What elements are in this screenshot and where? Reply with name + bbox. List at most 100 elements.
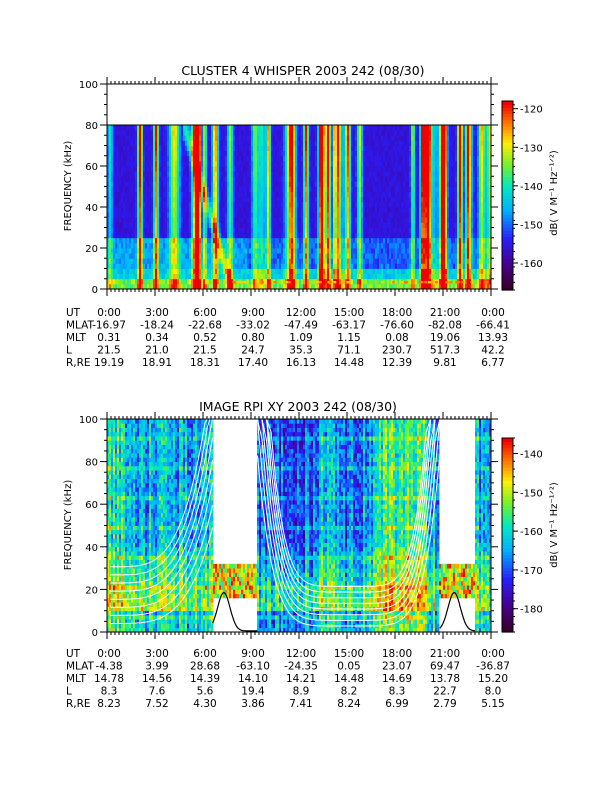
cluster-cell: [149, 191, 152, 198]
cluster-cell: [233, 181, 236, 187]
cluster-cell: [165, 140, 168, 146]
cluster-cell: [211, 258, 214, 264]
cluster-cell: [185, 150, 188, 157]
cluster-cell: [169, 207, 172, 213]
cluster-cell: [225, 258, 228, 264]
cluster-cell: [183, 155, 186, 162]
cluster-cell: [191, 207, 194, 213]
cluster-cell: [139, 268, 142, 275]
cluster-cell: [155, 278, 158, 285]
cluster-cell: [137, 273, 140, 280]
cluster-cell: [161, 232, 164, 239]
cluster-cell: [223, 242, 226, 249]
cluster-cell: [215, 268, 218, 275]
cluster-cell: [127, 263, 130, 269]
cluster-cell: [107, 166, 110, 172]
cluster-cell: [139, 125, 142, 131]
cluster-cell: [243, 145, 246, 152]
cluster-cell: [227, 248, 230, 254]
cluster-cell: [257, 258, 260, 264]
cluster-cell: [245, 273, 248, 280]
cluster-cell: [165, 273, 168, 280]
cluster-cell: [155, 268, 158, 275]
cluster-cell: [215, 273, 218, 280]
cluster-cell: [235, 273, 238, 280]
cluster-cell: [127, 201, 130, 208]
cluster-cell: [245, 150, 248, 157]
cluster-cell: [165, 201, 168, 208]
cluster-cell: [233, 145, 236, 152]
cluster-cell: [205, 191, 208, 198]
cluster-cell: [205, 160, 208, 167]
cluster-cell: [141, 278, 144, 285]
cluster-cell: [209, 176, 212, 182]
cluster-cell: [217, 155, 220, 162]
cluster-cell: [153, 130, 156, 136]
cluster-cell: [253, 283, 256, 290]
cluster-cell: [111, 140, 114, 146]
cluster-cell: [131, 222, 134, 228]
cluster-cell: [193, 227, 196, 234]
cluster-cell: [213, 130, 216, 136]
cluster-cell: [209, 196, 212, 203]
cluster-cell: [157, 207, 160, 213]
cluster-cell: [223, 278, 226, 285]
cluster-cell: [135, 232, 138, 239]
cluster-cell: [159, 125, 162, 131]
cluster-cell: [249, 155, 252, 162]
cluster-cell: [111, 145, 114, 152]
cluster-cell: [221, 140, 224, 146]
cluster-cell: [239, 268, 242, 275]
cluster-cell: [247, 125, 250, 131]
cluster-cell: [195, 232, 198, 239]
cluster-cell: [255, 222, 258, 228]
cluster-cell: [201, 176, 204, 182]
cluster-cell: [177, 125, 180, 131]
cluster-cell: [213, 171, 216, 177]
cluster-cell: [191, 176, 194, 182]
cluster-cell: [165, 196, 168, 203]
cluster-cell: [223, 125, 226, 131]
cluster-cell: [147, 283, 150, 290]
cluster-cell: [249, 150, 252, 157]
cluster-cell: [227, 125, 230, 131]
cluster-cell: [205, 212, 208, 218]
cluster-cell: [203, 248, 206, 254]
cluster-cell: [245, 207, 248, 213]
cluster-cell: [115, 227, 118, 234]
cluster-cell: [111, 222, 114, 228]
cluster-cell: [119, 166, 122, 172]
cluster-cell: [245, 263, 248, 269]
cluster-cell: [239, 212, 242, 218]
cluster-cell: [215, 253, 218, 259]
cluster-cell: [243, 242, 246, 249]
cluster-cell: [167, 253, 170, 259]
cluster-cell: [125, 176, 128, 182]
cluster-cell: [133, 196, 136, 203]
cluster-cell: [187, 242, 190, 249]
cluster-cell: [235, 263, 238, 269]
cluster-cell: [193, 125, 196, 131]
cluster-cell: [165, 207, 168, 213]
cluster-cell: [251, 283, 254, 290]
cluster-cell: [127, 166, 130, 172]
cluster-cell: [215, 258, 218, 264]
cluster-cell: [245, 258, 248, 264]
cluster-cell: [225, 176, 228, 182]
cluster-cell: [253, 268, 256, 275]
cluster-cell: [125, 217, 128, 223]
cluster-cell: [209, 181, 212, 187]
cluster-cell: [125, 160, 128, 167]
cluster-cell: [237, 232, 240, 239]
cluster-cell: [139, 140, 142, 146]
cluster-cell: [117, 273, 120, 280]
cluster-cell: [223, 237, 226, 244]
cluster-cell: [119, 171, 122, 177]
cluster-cell: [197, 171, 200, 177]
cluster-cell: [203, 283, 206, 290]
cluster-cell: [223, 222, 226, 228]
cluster-cell: [249, 145, 252, 152]
cluster-cell: [107, 263, 110, 269]
cluster-cell: [203, 130, 206, 136]
cluster-cell: [211, 273, 214, 280]
